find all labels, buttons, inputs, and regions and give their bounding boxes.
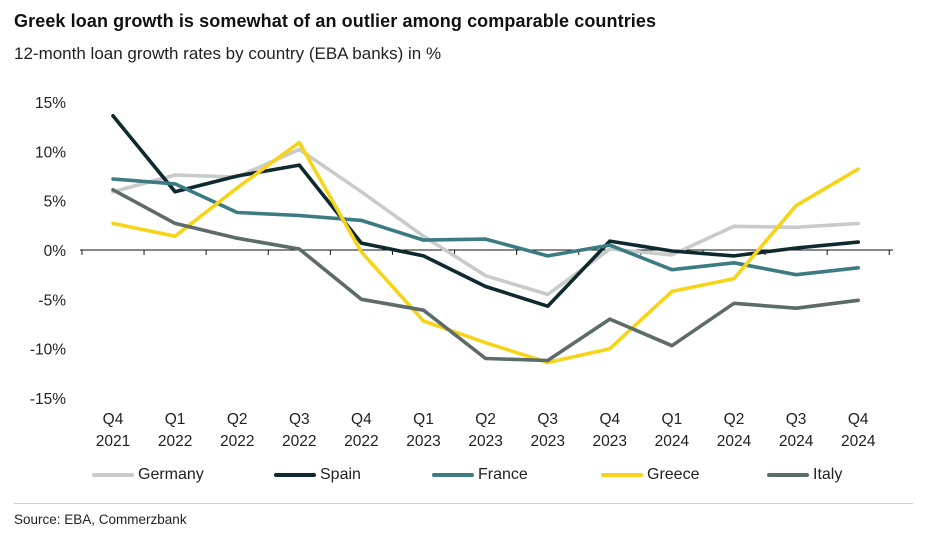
legend-label: Italy [813, 466, 843, 483]
series-line-france [111, 177, 861, 277]
x-tick-label-year: 2023 [468, 433, 502, 450]
legend-item-spain: Spain [274, 463, 361, 487]
series-lines [111, 114, 861, 365]
y-axis-ticks: 15% 10% 5% 0% -5% -10% -15% [30, 95, 66, 408]
x-tick-label-year: 2023 [406, 433, 440, 450]
x-tick-label-year: 2024 [779, 433, 814, 450]
x-tick-label-quarter: Q4 [351, 411, 372, 428]
x-tick-label-year: 2023 [530, 433, 564, 450]
x-tick-label-year: 2024 [841, 433, 876, 450]
chart-title: Greek loan growth is somewhat of an outl… [14, 11, 657, 31]
y-tick-label: -5% [38, 292, 66, 309]
y-tick-label: 15% [35, 95, 66, 112]
series-line-spain [111, 114, 861, 309]
x-tick-label-year: 2021 [96, 433, 130, 450]
x-tick-label-quarter: Q2 [227, 411, 248, 428]
line-chart: 15% 10% 5% 0% -5% -10% -15% Q4 2021 Q1 2022 Q2 2022… [30, 95, 893, 450]
x-tick-label-quarter: Q3 [289, 411, 310, 428]
legend-item-greece: Greece [601, 463, 699, 487]
y-tick-label: -15% [30, 391, 66, 408]
legend-item-germany: Germany [92, 463, 204, 487]
x-tick-label-year: 2022 [158, 433, 192, 450]
x-tick-label-quarter: Q2 [724, 411, 745, 428]
legend-swatch [274, 473, 316, 477]
y-tick-label: 5% [44, 194, 67, 211]
x-tick-label-quarter: Q1 [413, 411, 434, 428]
x-tick-label-quarter: Q4 [848, 411, 869, 428]
legend-label: France [478, 466, 528, 483]
series-line-greece [111, 140, 861, 365]
legend-swatch [432, 473, 474, 477]
footer-divider [14, 503, 913, 504]
y-tick-label: 0% [44, 243, 67, 260]
x-tick-label-quarter: Q1 [662, 411, 683, 428]
legend-label: Germany [138, 466, 204, 483]
x-tick-label-quarter: Q2 [475, 411, 496, 428]
x-tick-label-quarter: Q3 [537, 411, 558, 428]
x-tick-label-year: 2024 [717, 433, 752, 450]
chart-subtitle: 12-month loan growth rates by country (E… [14, 44, 442, 63]
legend-label: Greece [647, 466, 700, 483]
x-tick-label-year: 2023 [593, 433, 627, 450]
x-tick-label-quarter: Q4 [103, 411, 124, 428]
series-line-germany [111, 147, 861, 297]
x-axis-ticks: Q4 2021 Q1 2022 Q2 2022 Q3 2022 Q4 2022 Q1 2023 Q2 20… [96, 411, 876, 450]
legend-item-france: France [432, 463, 528, 487]
legend-item-italy: Italy [767, 463, 842, 487]
series-line-italy [111, 188, 861, 363]
x-tick-label-year: 2022 [282, 433, 316, 450]
x-tick-label-year: 2022 [220, 433, 254, 450]
x-tick-label-year: 2024 [655, 433, 690, 450]
x-tick-label-quarter: Q4 [599, 411, 620, 428]
legend-swatch [92, 473, 134, 477]
legend-swatch [767, 473, 809, 477]
source-note: Source: EBA, Commerzbank [14, 512, 187, 527]
x-tick-label-year: 2022 [344, 433, 378, 450]
y-tick-label: -10% [30, 342, 66, 359]
legend: Germany Spain France Greece Italy [0, 463, 927, 487]
legend-label: Spain [320, 466, 361, 483]
y-tick-label: 10% [35, 144, 66, 161]
x-tick-label-quarter: Q1 [165, 411, 186, 428]
legend-swatch [601, 473, 643, 477]
x-tick-label-quarter: Q3 [786, 411, 807, 428]
